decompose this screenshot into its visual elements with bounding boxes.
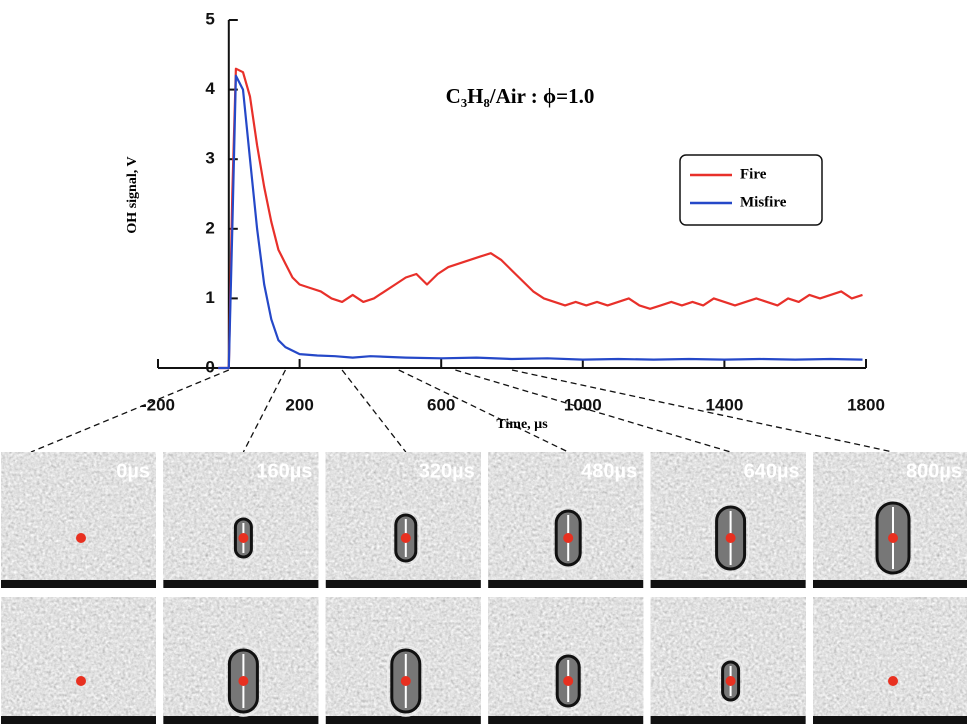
y-tick-label: 4 <box>205 79 215 98</box>
spark-point <box>400 676 411 686</box>
data-line <box>218 74 863 370</box>
flame-kernel-edge <box>872 498 914 578</box>
spark-point <box>238 533 249 543</box>
image-panel: 0µs <box>1 452 156 588</box>
spark-point <box>725 676 736 686</box>
image-panel <box>1 597 156 724</box>
flame-kernel-edge <box>717 657 744 705</box>
flame-kernel-edge <box>224 645 263 717</box>
y-tick-label: 3 <box>205 149 214 168</box>
spark-point <box>238 676 249 686</box>
flame-kernel-edge <box>711 502 750 574</box>
x-tick-label: 1800 <box>847 395 885 414</box>
frame-label: 0µs <box>116 460 150 482</box>
image-strip <box>488 716 644 724</box>
image-panel <box>325 597 481 724</box>
y-tick-label: 5 <box>205 9 214 28</box>
x-tick-label: 200 <box>285 395 313 414</box>
connector <box>341 369 407 453</box>
flame-kernel-edge <box>387 645 425 717</box>
spark-point <box>563 533 574 543</box>
image-strip <box>163 716 319 724</box>
x-tick-label: 1400 <box>705 395 743 414</box>
y-tick-label: 0 <box>205 357 214 376</box>
image-strip <box>325 716 481 724</box>
spark-point <box>76 676 86 686</box>
image-panel: 640µs <box>650 452 806 588</box>
image-background <box>813 597 967 724</box>
flame-kernel-edge <box>391 510 421 566</box>
image-strip <box>163 580 319 588</box>
image-background <box>650 597 806 724</box>
legend-label: Fire <box>740 166 767 182</box>
image-strip <box>650 580 806 588</box>
connector <box>30 369 230 453</box>
flame-kernel-edge <box>230 514 257 562</box>
frame-label: 160µs <box>256 460 312 482</box>
image-strip <box>813 580 967 588</box>
spark-point <box>888 533 898 543</box>
image-strip <box>488 580 644 588</box>
spark-point <box>76 533 86 543</box>
image-panel <box>488 597 644 724</box>
y-tick-label: 1 <box>205 288 214 307</box>
image-strip <box>1 580 156 588</box>
image-background <box>1 597 156 724</box>
flame-kernel-edge <box>551 506 585 570</box>
frame-label: 640µs <box>744 460 800 482</box>
connector <box>398 369 569 453</box>
image-strip <box>813 716 967 724</box>
x-tick-label: 600 <box>427 395 455 414</box>
image-strip <box>325 580 481 588</box>
image-strip <box>650 716 806 724</box>
image-panel <box>650 597 806 724</box>
image-background <box>1 452 156 588</box>
chart-title: C₃H₈/Air : ϕ=1.0 <box>446 84 595 108</box>
image-panel: 320µs <box>325 452 481 588</box>
spark-point <box>725 533 736 543</box>
frame-label: 800µs <box>906 460 962 482</box>
connector <box>455 369 731 453</box>
connector <box>511 369 894 453</box>
image-panel: 480µs <box>488 452 644 588</box>
y-tick-label: 2 <box>205 218 214 237</box>
image-panel: 160µs <box>163 452 319 588</box>
x-axis-label: Time, µs <box>496 417 548 432</box>
flame-kernel-edge <box>552 651 584 711</box>
connector <box>242 369 287 453</box>
image-strip <box>1 716 156 724</box>
data-line <box>218 67 863 370</box>
x-tick-label: -200 <box>141 395 175 414</box>
image-panel <box>163 597 319 724</box>
spark-point <box>563 676 574 686</box>
spark-point <box>888 676 898 686</box>
image-panel <box>813 597 967 724</box>
frame-label: 480µs <box>581 460 637 482</box>
image-panel: 800µs <box>813 452 967 588</box>
x-tick-label: 1000 <box>564 395 602 414</box>
spark-point <box>400 533 411 543</box>
frame-label: 320µs <box>419 460 475 482</box>
legend-label: Misfire <box>740 194 787 210</box>
legend-box <box>679 154 823 226</box>
y-axis-label: OH signal, V <box>125 156 140 233</box>
